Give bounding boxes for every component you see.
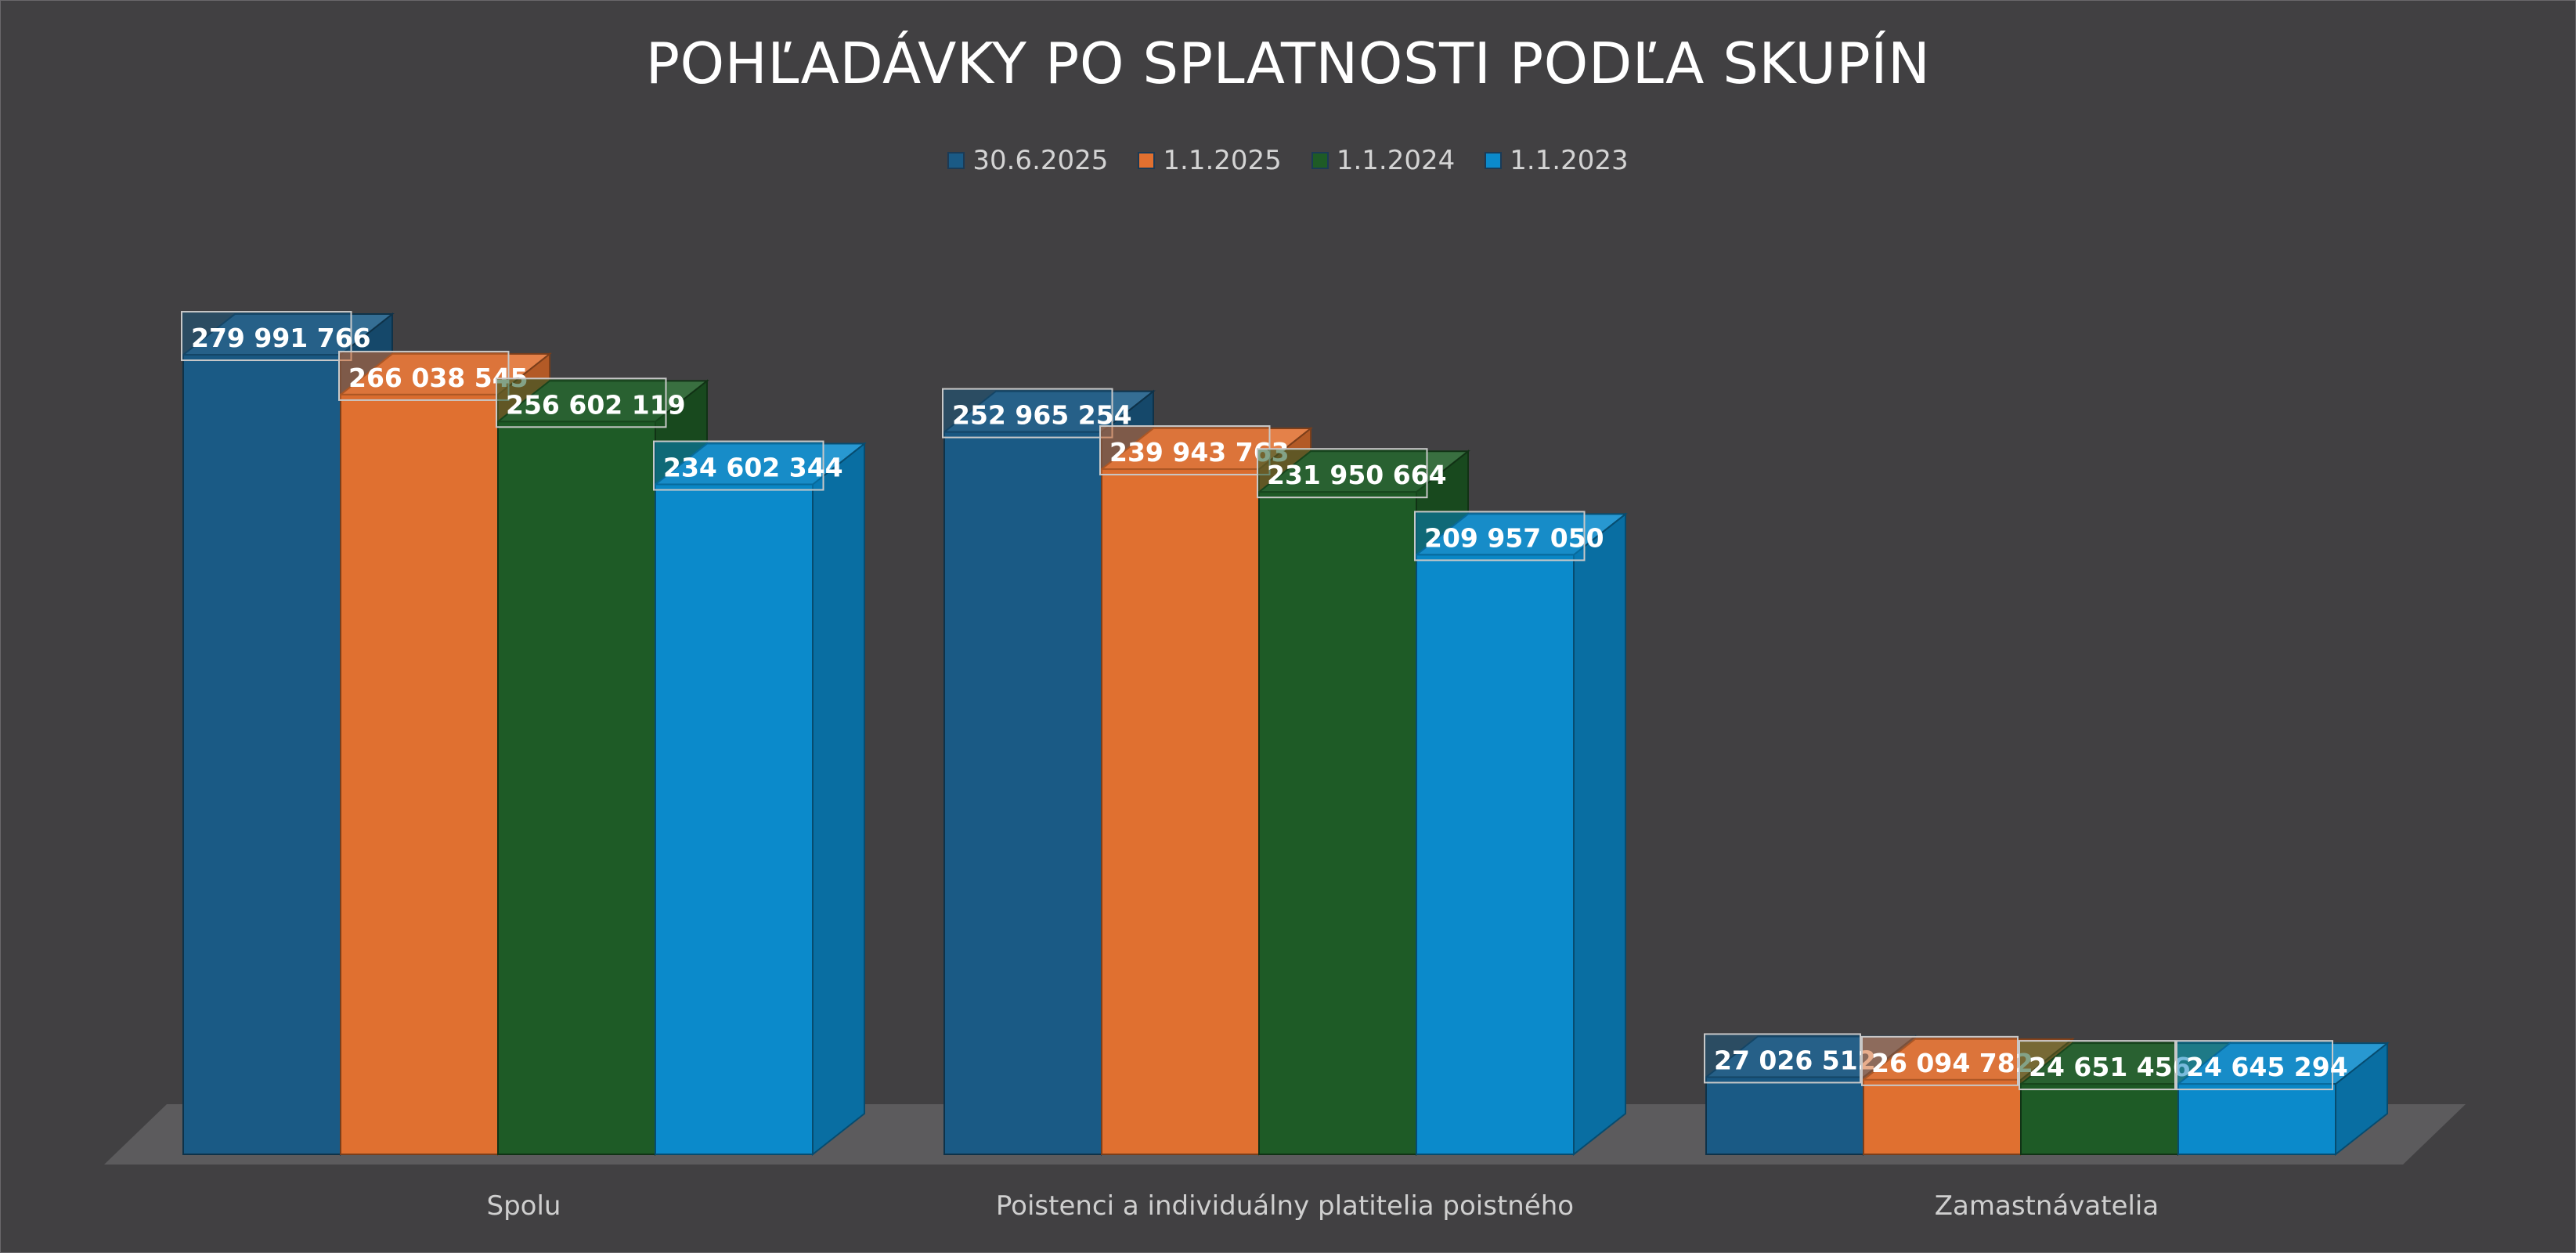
- bar: [1258, 491, 1417, 1155]
- legend-label: 1.1.2024: [1336, 145, 1456, 176]
- data-label: 24 645 294: [2186, 1052, 2348, 1082]
- data-label-box: [2019, 1040, 2176, 1091]
- legend-swatch: [1138, 152, 1156, 169]
- category-label: Spolu: [487, 1190, 561, 1222]
- bar: [943, 431, 1102, 1155]
- data-label: 279 991 766: [191, 323, 371, 353]
- legend-label: 30.6.2025: [972, 145, 1109, 176]
- data-label-box: [1099, 425, 1271, 476]
- data-label-box: [1704, 1033, 1861, 1084]
- data-label-box: [1861, 1035, 2019, 1086]
- legend-swatch: [1311, 152, 1329, 169]
- data-label-box: [1257, 448, 1428, 499]
- bar: [497, 421, 656, 1155]
- data-label: 209 957 050: [1424, 522, 1604, 553]
- bar: [1101, 468, 1260, 1155]
- legend-swatch: [1485, 152, 1503, 169]
- bar-side: [812, 442, 865, 1157]
- bar: [2177, 1083, 2336, 1155]
- data-label: 234 602 344: [663, 453, 843, 483]
- bar: [1863, 1078, 2022, 1156]
- legend-label: 1.1.2025: [1163, 145, 1282, 176]
- data-label: 27 026 512: [1714, 1045, 1876, 1075]
- bar: [1705, 1076, 1864, 1155]
- legend-swatch: [947, 152, 965, 169]
- data-label: 26 094 782: [1871, 1048, 2033, 1078]
- data-label-box: [181, 311, 352, 362]
- bar: [2020, 1083, 2179, 1155]
- data-label: 24 651 456: [2029, 1052, 2191, 1082]
- legend-item: 30.6.2025: [947, 145, 1108, 176]
- bar: [655, 483, 814, 1155]
- legend-item: 1.1.2023: [1485, 145, 1629, 176]
- legend-label: 1.1.2023: [1510, 145, 1629, 176]
- legend-item: 1.1.2024: [1311, 145, 1455, 176]
- data-label-box: [653, 440, 824, 491]
- bar: [1416, 554, 1575, 1155]
- bar-side: [1573, 512, 1626, 1157]
- legend: 30.6.2025 1.1.2025 1.1.2024 1.1.2023: [1, 145, 2575, 176]
- legend-item: 1.1.2025: [1138, 145, 1282, 176]
- data-label: 231 950 664: [1267, 460, 1447, 490]
- data-label-box: [2176, 1040, 2333, 1091]
- data-label-box: [338, 350, 510, 401]
- bar: [340, 393, 499, 1156]
- data-label-box: [496, 377, 667, 428]
- category-label: Zamastnávatelia: [1935, 1190, 2159, 1222]
- data-label-box: [1414, 511, 1586, 562]
- category-label: Poistenci a individuálny platitelia pois…: [996, 1190, 1574, 1222]
- bar: [182, 354, 341, 1155]
- data-label: 256 602 119: [506, 389, 686, 420]
- chart-title: POHĽADÁVKY PO SPLATNOSTI PODĽA SKUPÍN: [645, 31, 1931, 96]
- data-label-box: [942, 388, 1113, 439]
